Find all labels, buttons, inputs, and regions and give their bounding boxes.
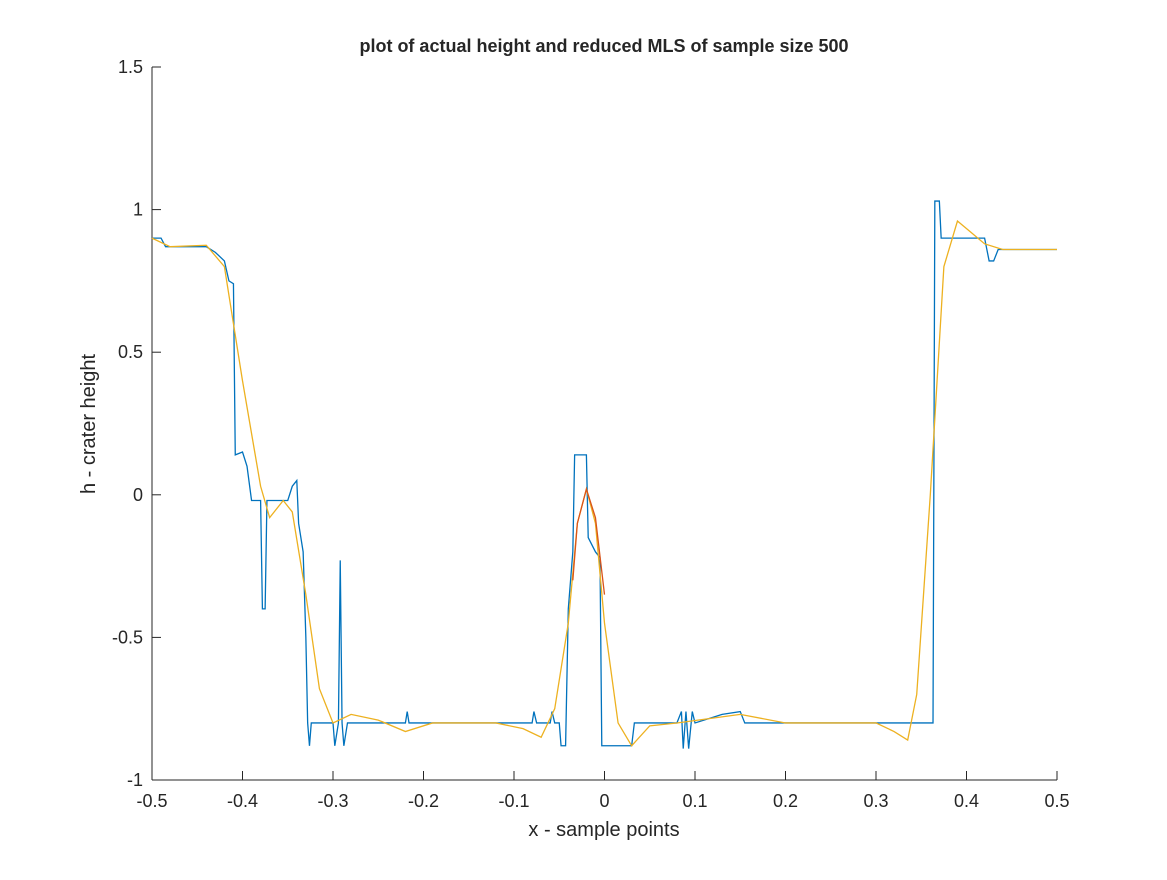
x-tick-label: -0.1 xyxy=(498,791,529,811)
x-tick-label: 0.2 xyxy=(773,791,798,811)
y-axis-label: h - crater height xyxy=(78,354,100,495)
y-tick-label: 1.5 xyxy=(118,57,143,77)
y-tick-label: -1 xyxy=(127,770,143,790)
y-tick-label: 0 xyxy=(133,485,143,505)
x-tick-label: 0.3 xyxy=(863,791,888,811)
x-tick-label: -0.3 xyxy=(317,791,348,811)
series-line xyxy=(572,486,606,595)
x-tick-label: -0.5 xyxy=(136,791,167,811)
y-tick-label: 1 xyxy=(133,200,143,220)
series-line xyxy=(151,219,1057,747)
x-tick-label: 0.1 xyxy=(682,791,707,811)
x-axis-label: x - sample points xyxy=(528,819,679,841)
x-tick-label: 0 xyxy=(599,791,609,811)
chart-title: plot of actual height and reduced MLS of… xyxy=(359,36,848,56)
x-tick-label: 0.5 xyxy=(1044,791,1069,811)
x-tick-label: -0.4 xyxy=(227,791,258,811)
series-line xyxy=(152,200,1057,749)
y-tick-label: -0.5 xyxy=(112,627,143,647)
x-tick-label: -0.2 xyxy=(408,791,439,811)
x-tick-label: 0.4 xyxy=(954,791,979,811)
y-tick-label: 0.5 xyxy=(118,342,143,362)
